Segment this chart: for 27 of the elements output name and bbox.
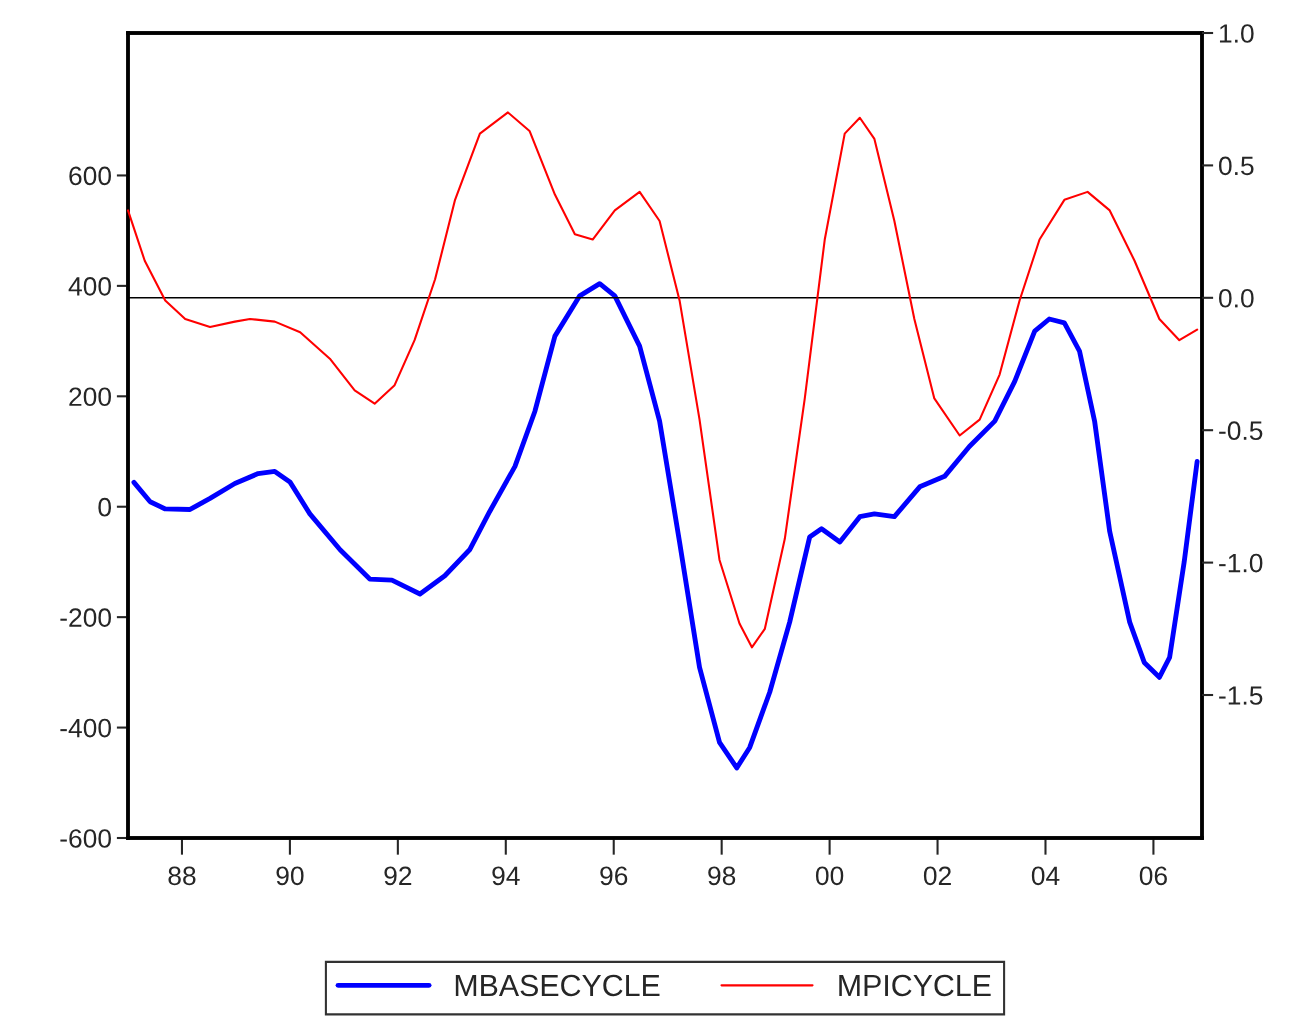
x-tick-label: 92	[384, 866, 412, 886]
x-tick-label: 02	[923, 866, 951, 886]
y-tick-label: -600	[60, 829, 111, 848]
line-series	[131, 281, 1200, 771]
y2-tick-label: -0.5	[1219, 421, 1263, 441]
y2-tick-label: -1.0	[1219, 553, 1263, 573]
y2-tick-label: 0.5	[1219, 156, 1254, 176]
line-series	[126, 111, 1199, 649]
x-tick-label: 98	[708, 866, 736, 886]
legend-label: MBASECYCLE	[455, 974, 660, 997]
y2-tick-label: 0.0	[1219, 288, 1254, 308]
x-tick-label: 06	[1139, 866, 1167, 886]
x-tick-label: 00	[815, 866, 844, 886]
x-tick-label: 90	[276, 866, 304, 886]
y2-tick-label: -1.5	[1219, 686, 1263, 705]
y-tick-label: -400	[60, 718, 111, 738]
y-tick-label: 200	[69, 387, 111, 407]
y-tick-label: -200	[60, 608, 111, 627]
x-tick-label: 88	[168, 866, 196, 886]
x-tick-label: 94	[492, 866, 520, 886]
y-tick-label: 600	[69, 166, 111, 186]
legend-label: MPICYCLE	[839, 974, 991, 997]
y2-tick-label: 1.0	[1219, 24, 1254, 43]
x-tick-label: 96	[600, 866, 628, 886]
y-tick-label: 400	[68, 277, 111, 296]
x-tick-label: 04	[1031, 866, 1060, 886]
y-tick-label: 0	[98, 497, 111, 517]
